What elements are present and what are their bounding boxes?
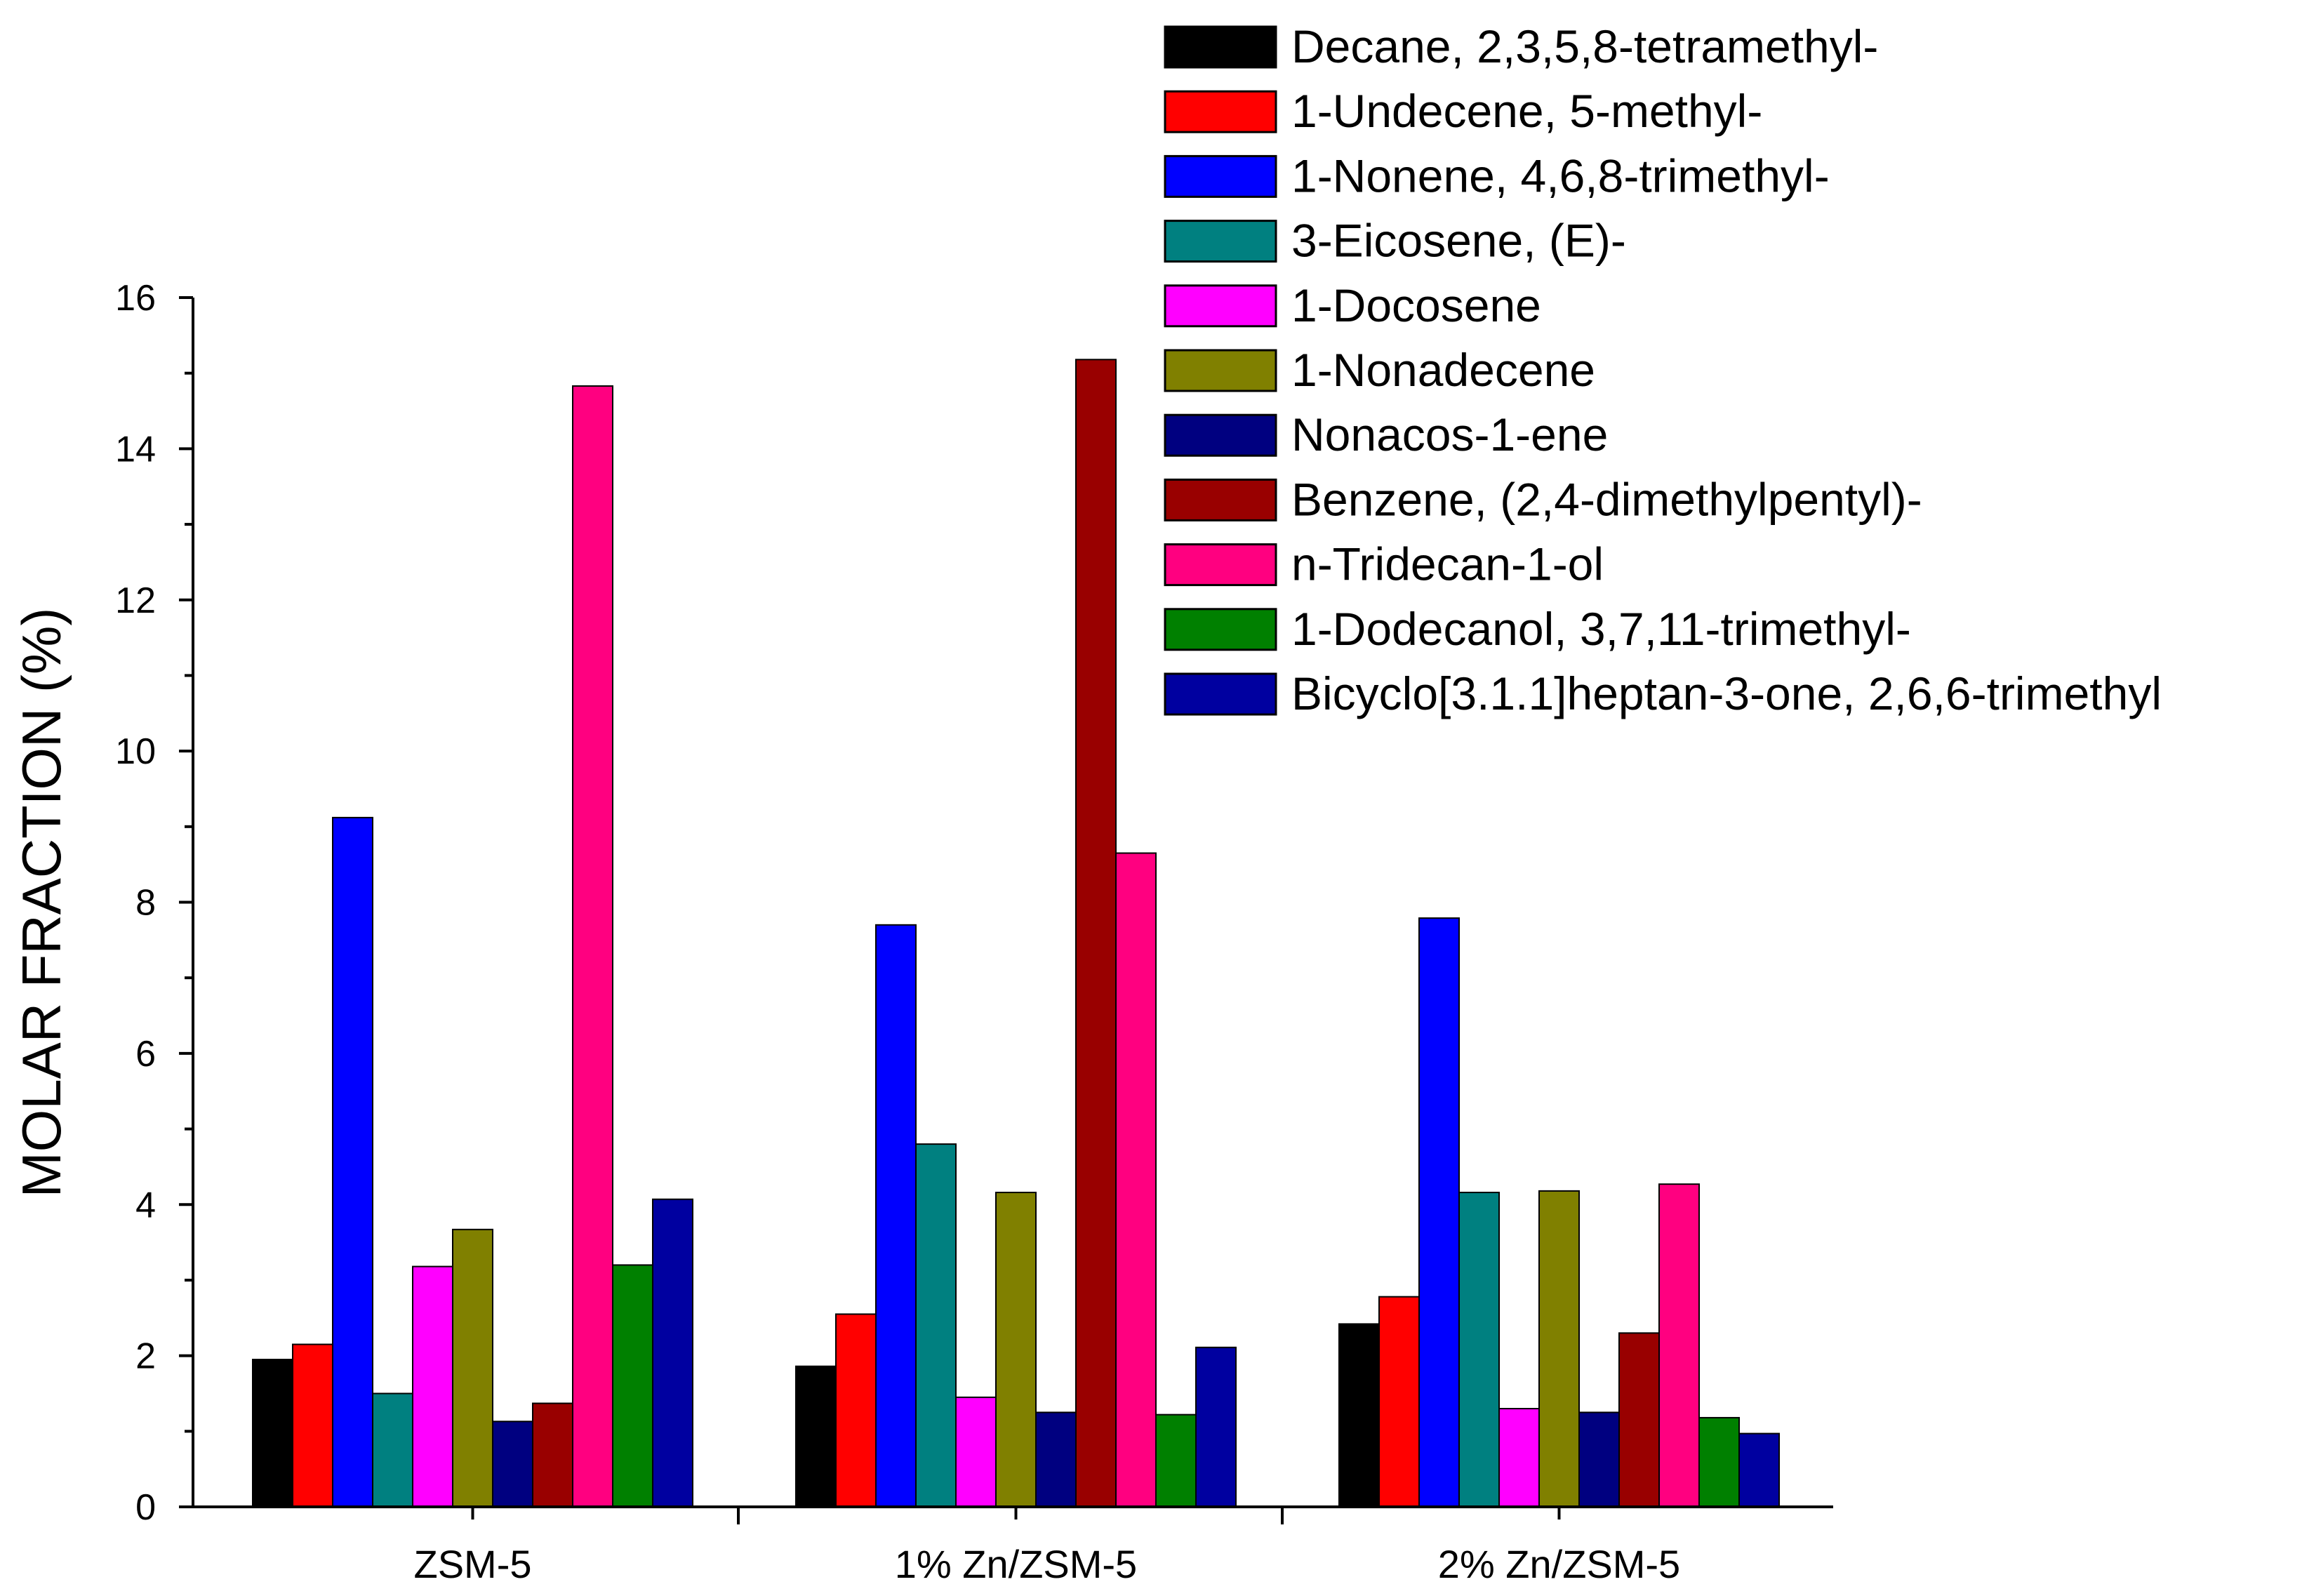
bar-0-10 (652, 1198, 693, 1508)
bar-0-4 (412, 1265, 453, 1508)
bar-1-7 (1075, 359, 1117, 1508)
y-tick-label-6: 6 (135, 1034, 156, 1075)
y-tick-label-12: 12 (115, 580, 156, 621)
y-tick-label-16: 16 (115, 278, 156, 319)
legend-swatch-7 (1164, 478, 1277, 521)
x-category-label-2: 2% Zn/ZSM-5 (1438, 1542, 1680, 1586)
y-axis-title: MOLAR FRACTION (%) (11, 608, 72, 1198)
legend-label-9: 1-Dodecanol, 3,7,11-trimethyl- (1291, 603, 1911, 655)
bar-0-5 (452, 1228, 493, 1508)
bar-1-4 (955, 1396, 997, 1508)
legend-label-1: 1-Undecene, 5-methyl- (1291, 85, 1762, 137)
bar-0-3 (372, 1392, 413, 1508)
bar-0-8 (572, 385, 613, 1508)
legend-label-4: 1-Docosene (1291, 279, 1541, 331)
y-tick-label-10: 10 (115, 731, 156, 772)
legend-swatch-0 (1164, 25, 1277, 69)
bar-1-2 (875, 924, 917, 1508)
legend-swatch-4 (1164, 284, 1277, 328)
bar-2-3 (1458, 1192, 1500, 1508)
bar-2-5 (1538, 1190, 1580, 1508)
bar-0-7 (532, 1402, 573, 1508)
legend-label-8: n-Tridecan-1-ol (1291, 538, 1604, 590)
bar-2-9 (1698, 1416, 1740, 1508)
legend-swatch-6 (1164, 413, 1277, 457)
x-category-label-0: ZSM-5 (414, 1542, 532, 1586)
legend-label-2: 1-Nonene, 4,6,8-trimethyl- (1291, 149, 1830, 201)
legend-label-5: 1-Nonadecene (1291, 344, 1595, 396)
bar-1-5 (995, 1192, 1037, 1508)
legend-swatch-9 (1164, 608, 1277, 651)
legend-label-3: 3-Eicosene, (E)- (1291, 215, 1626, 267)
bar-2-4 (1498, 1408, 1540, 1508)
bar-0-9 (612, 1264, 653, 1508)
bar-0-1 (292, 1343, 333, 1508)
legend-label-6: Nonacos-1-ene (1291, 408, 1608, 460)
bar-2-1 (1378, 1296, 1420, 1508)
bar-1-10 (1195, 1346, 1237, 1508)
bar-2-8 (1658, 1183, 1700, 1508)
bar-1-0 (795, 1365, 837, 1508)
legend-swatch-2 (1164, 154, 1277, 198)
legend-label-10: Bicyclo[3.1.1]heptan-3-one, 2,6,6-trimet… (1291, 667, 2162, 719)
y-tick-label-14: 14 (115, 429, 156, 470)
x-category-label-1: 1% Zn/ZSM-5 (895, 1542, 1137, 1586)
bar-1-1 (835, 1313, 877, 1508)
y-tick-label-4: 4 (135, 1185, 156, 1225)
bar-2-2 (1418, 917, 1460, 1508)
bar-2-0 (1338, 1323, 1380, 1508)
bar-1-9 (1155, 1414, 1197, 1508)
bar-1-6 (1035, 1411, 1077, 1508)
bar-2-7 (1618, 1332, 1660, 1508)
legend-swatch-1 (1164, 90, 1277, 133)
legend-label-0: Decane, 2,3,5,8-tetramethyl- (1291, 20, 1878, 72)
legend-swatch-8 (1164, 543, 1277, 587)
y-tick-label-8: 8 (135, 883, 156, 924)
y-ticks: 0 2 4 6 8 10 12 14 16 (115, 278, 193, 1528)
bar-2-6 (1578, 1411, 1620, 1508)
bar-0-2 (332, 816, 373, 1508)
bar-1-3 (915, 1143, 957, 1508)
legend: Decane, 2,3,5,8-tetramethyl- 1-Undecene, … (1164, 20, 2162, 719)
bar-1-8 (1115, 852, 1157, 1508)
y-tick-label-2: 2 (135, 1336, 156, 1377)
bar-0-6 (492, 1421, 533, 1508)
x-category-labels: ZSM-5 1% Zn/ZSM-5 2% Zn/ZSM-5 (414, 1507, 1680, 1586)
bar-2-10 (1738, 1432, 1780, 1508)
legend-swatch-3 (1164, 220, 1277, 263)
legend-swatch-10 (1164, 672, 1277, 716)
y-tick-label-0: 0 (135, 1487, 156, 1528)
legend-label-7: Benzene, (2,4-dimethylpentyl)- (1291, 473, 1922, 525)
bar-0-0 (252, 1359, 293, 1508)
bars-layer (252, 359, 1780, 1508)
legend-swatch-5 (1164, 349, 1277, 392)
